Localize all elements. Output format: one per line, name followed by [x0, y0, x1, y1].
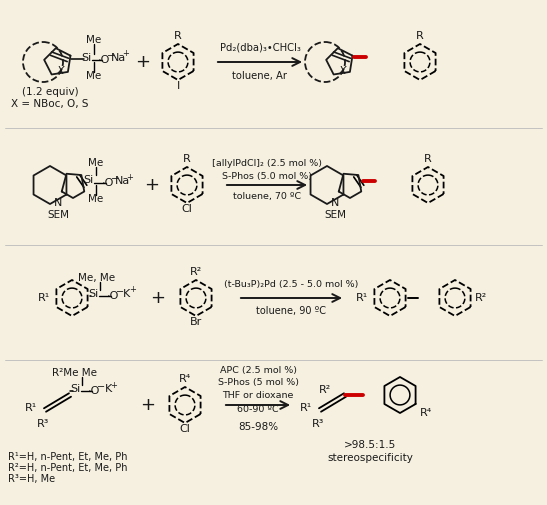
- Text: R¹: R¹: [25, 403, 37, 413]
- Text: Cl: Cl: [182, 204, 193, 214]
- Text: N: N: [54, 198, 62, 208]
- Text: R¹: R¹: [300, 403, 312, 413]
- Text: R: R: [183, 154, 191, 164]
- Text: Si: Si: [83, 175, 93, 185]
- Text: Cl: Cl: [179, 424, 190, 434]
- Text: R²Me Me: R²Me Me: [53, 368, 97, 378]
- Text: Si: Si: [70, 384, 80, 394]
- Text: S-Phos (5.0 mol %): S-Phos (5.0 mol %): [222, 172, 312, 180]
- Text: Me, Me: Me, Me: [78, 273, 115, 283]
- Text: ·O: ·O: [88, 386, 100, 396]
- Text: X: X: [56, 66, 64, 76]
- Text: Me: Me: [89, 194, 103, 204]
- Text: Si: Si: [81, 53, 91, 63]
- Text: >98.5:1.5: >98.5:1.5: [344, 440, 396, 450]
- Text: R³: R³: [37, 419, 49, 429]
- Text: R²: R²: [319, 385, 331, 395]
- Text: +: +: [144, 176, 160, 194]
- Text: R⁴: R⁴: [179, 374, 191, 384]
- Text: +: +: [110, 380, 118, 389]
- Text: R: R: [424, 154, 432, 164]
- Text: SEM: SEM: [47, 210, 69, 220]
- Text: R¹: R¹: [38, 293, 50, 303]
- Text: X = NBoc, O, S: X = NBoc, O, S: [11, 99, 89, 109]
- Text: R³=H, Me: R³=H, Me: [8, 474, 55, 484]
- Text: ·O: ·O: [107, 291, 119, 301]
- Text: −: −: [97, 382, 105, 392]
- Text: +: +: [130, 285, 136, 294]
- Text: toluene, 70 ºC: toluene, 70 ºC: [233, 192, 301, 201]
- Text: K: K: [124, 289, 131, 299]
- Text: R: R: [174, 31, 182, 41]
- Text: THF or dioxane: THF or dioxane: [222, 391, 294, 400]
- Text: Na: Na: [110, 53, 126, 63]
- Text: R⁴: R⁴: [420, 408, 432, 418]
- Text: +: +: [136, 53, 150, 71]
- Text: 85-98%: 85-98%: [238, 422, 278, 432]
- Text: Me: Me: [89, 158, 103, 168]
- Text: +: +: [150, 289, 166, 307]
- Text: Me: Me: [86, 35, 102, 45]
- Text: (1.2 equiv): (1.2 equiv): [22, 87, 78, 97]
- Text: N: N: [331, 198, 339, 208]
- Text: I: I: [176, 81, 179, 91]
- Text: −: −: [107, 51, 115, 61]
- Text: ·O: ·O: [102, 178, 114, 188]
- Text: Na: Na: [114, 176, 130, 186]
- Text: APC (2.5 mol %): APC (2.5 mol %): [219, 367, 296, 376]
- Text: S-Phos (5 mol %): S-Phos (5 mol %): [218, 379, 299, 387]
- Text: −: −: [116, 287, 124, 297]
- Text: toluene, Ar: toluene, Ar: [232, 71, 288, 81]
- Text: Me: Me: [86, 71, 102, 81]
- Text: (t-Bu₃P)₂Pd (2.5 - 5.0 mol %): (t-Bu₃P)₂Pd (2.5 - 5.0 mol %): [224, 279, 358, 288]
- Text: Si: Si: [88, 289, 98, 299]
- Text: 60-90 ºC: 60-90 ºC: [237, 405, 279, 414]
- Text: [allylPdCl]₂ (2.5 mol %): [allylPdCl]₂ (2.5 mol %): [212, 159, 322, 168]
- Text: R¹: R¹: [356, 293, 368, 303]
- Text: R: R: [416, 31, 424, 41]
- Text: Br: Br: [190, 317, 202, 327]
- Text: R²: R²: [190, 267, 202, 277]
- Text: +: +: [123, 49, 130, 59]
- Text: toluene, 90 ºC: toluene, 90 ºC: [256, 306, 326, 316]
- Text: X: X: [338, 66, 346, 76]
- Text: K: K: [104, 384, 112, 394]
- Text: SEM: SEM: [324, 210, 346, 220]
- Text: R²=H, n-Pent, Et, Me, Ph: R²=H, n-Pent, Et, Me, Ph: [8, 463, 127, 473]
- Text: Pd₂(dba)₃•CHCl₃: Pd₂(dba)₃•CHCl₃: [219, 43, 300, 53]
- Text: R¹=H, n-Pent, Et, Me, Ph: R¹=H, n-Pent, Et, Me, Ph: [8, 452, 127, 462]
- Text: +: +: [141, 396, 155, 414]
- Text: −: −: [111, 174, 119, 184]
- Text: R³: R³: [312, 419, 324, 429]
- Text: stereospecificity: stereospecificity: [327, 453, 413, 463]
- Text: R²: R²: [475, 293, 487, 303]
- Text: ·O: ·O: [98, 55, 110, 65]
- Text: +: +: [126, 173, 133, 181]
